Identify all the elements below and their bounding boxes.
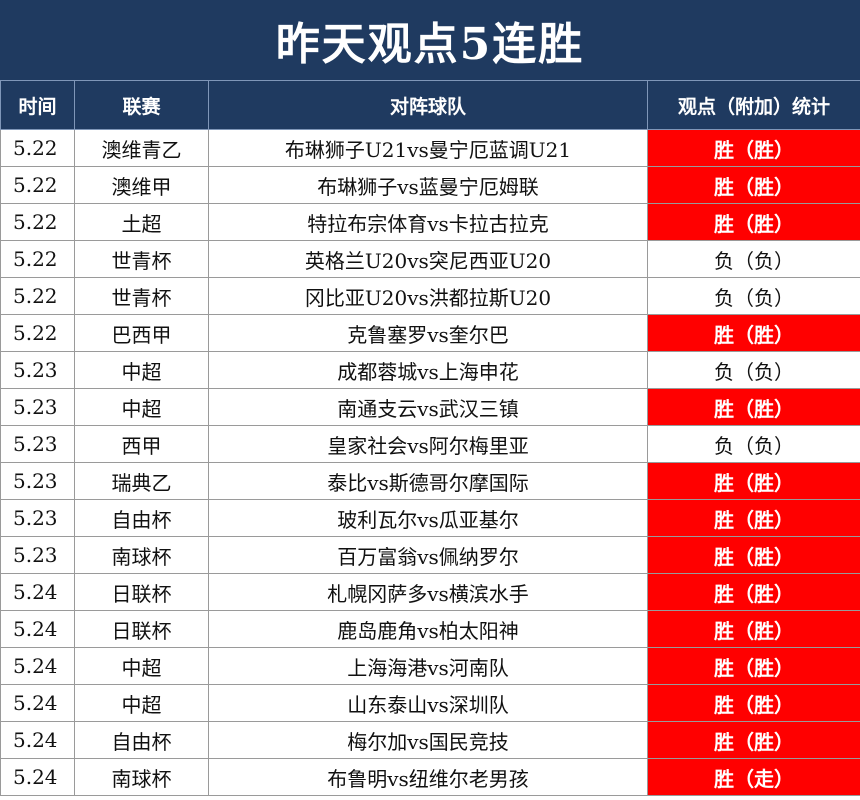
row-match: 山东泰山vs深圳队 <box>208 684 648 722</box>
row-league: 中超 <box>74 351 209 389</box>
row-result: 负（负） <box>647 425 860 463</box>
table-row: 5.22 澳维甲 布琳狮子vs蓝曼宁厄姆联 胜（胜） <box>0 166 860 204</box>
row-league: 南球杯 <box>74 758 209 796</box>
row-date: 5.24 <box>0 610 75 648</box>
table-row: 5.23 南球杯 百万富翁vs佩纳罗尔 胜（胜） <box>0 536 860 574</box>
row-match: 特拉布宗体育vs卡拉古拉克 <box>208 203 648 241</box>
row-league: 世青杯 <box>74 240 209 278</box>
row-result: 胜（胜） <box>647 314 860 352</box>
row-result: 胜（胜） <box>647 129 860 167</box>
row-result: 胜（胜） <box>647 647 860 685</box>
row-result: 胜（胜） <box>647 610 860 648</box>
row-date: 5.22 <box>0 166 75 204</box>
row-result: 胜（胜） <box>647 536 860 574</box>
table-row: 5.24 南球杯 布鲁明vs纽维尔老男孩 胜（走） <box>0 758 860 796</box>
page-title: 昨天观点5连胜 <box>0 0 860 80</box>
row-date: 5.24 <box>0 573 75 611</box>
table-row: 5.23 中超 成都蓉城vs上海申花 负（负） <box>0 351 860 389</box>
row-result: 胜（胜） <box>647 499 860 537</box>
row-result: 胜（胜） <box>647 573 860 611</box>
row-league: 澳维甲 <box>74 166 209 204</box>
row-result: 负（负） <box>647 351 860 389</box>
row-date: 5.22 <box>0 203 75 241</box>
row-result: 胜（胜） <box>647 462 860 500</box>
header-time: 时间 <box>0 80 75 130</box>
row-league: 土超 <box>74 203 209 241</box>
header-league: 联赛 <box>74 80 209 130</box>
row-date: 5.23 <box>0 462 75 500</box>
row-result: 胜（胜） <box>647 388 860 426</box>
row-league: 日联杯 <box>74 610 209 648</box>
row-date: 5.23 <box>0 536 75 574</box>
row-match: 百万富翁vs佩纳罗尔 <box>208 536 648 574</box>
row-date: 5.23 <box>0 351 75 389</box>
header-row: 时间 联赛 对阵球队 观点（附加）统计 <box>0 80 860 130</box>
table-row: 5.24 日联杯 鹿岛鹿角vs柏太阳神 胜（胜） <box>0 610 860 648</box>
row-league: 自由杯 <box>74 721 209 759</box>
row-date: 5.24 <box>0 721 75 759</box>
row-date: 5.23 <box>0 388 75 426</box>
row-match: 鹿岛鹿角vs柏太阳神 <box>208 610 648 648</box>
table-row: 5.22 土超 特拉布宗体育vs卡拉古拉克 胜（胜） <box>0 203 860 241</box>
row-date: 5.22 <box>0 277 75 315</box>
row-match: 布琳狮子U21vs曼宁厄蓝调U21 <box>208 129 648 167</box>
row-result: 胜（胜） <box>647 166 860 204</box>
table-row: 5.24 中超 山东泰山vs深圳队 胜（胜） <box>0 684 860 722</box>
table-row: 5.23 自由杯 玻利瓦尔vs瓜亚基尔 胜（胜） <box>0 499 860 537</box>
row-match: 上海海港vs河南队 <box>208 647 648 685</box>
row-match: 泰比vs斯德哥尔摩国际 <box>208 462 648 500</box>
row-result: 胜（胜） <box>647 684 860 722</box>
row-date: 5.23 <box>0 425 75 463</box>
row-match: 布琳狮子vs蓝曼宁厄姆联 <box>208 166 648 204</box>
table-row: 5.23 瑞典乙 泰比vs斯德哥尔摩国际 胜（胜） <box>0 462 860 500</box>
row-match: 玻利瓦尔vs瓜亚基尔 <box>208 499 648 537</box>
row-league: 自由杯 <box>74 499 209 537</box>
row-result: 负（负） <box>647 277 860 315</box>
table-row: 5.23 西甲 皇家社会vs阿尔梅里亚 负（负） <box>0 425 860 463</box>
row-league: 中超 <box>74 684 209 722</box>
results-table: 时间 联赛 对阵球队 观点（附加）统计 5.22 澳维青乙 布琳狮子U21vs曼宁厄… <box>0 80 860 796</box>
table-row: 5.22 澳维青乙 布琳狮子U21vs曼宁厄蓝调U21 胜（胜） <box>0 129 860 167</box>
row-league: 世青杯 <box>74 277 209 315</box>
row-league: 巴西甲 <box>74 314 209 352</box>
header-match: 对阵球队 <box>208 80 648 130</box>
row-date: 5.23 <box>0 499 75 537</box>
row-date: 5.22 <box>0 240 75 278</box>
table-body: 5.22 澳维青乙 布琳狮子U21vs曼宁厄蓝调U21 胜（胜） 5.22 澳维甲 布琳狮子… <box>0 129 860 796</box>
row-match: 皇家社会vs阿尔梅里亚 <box>208 425 648 463</box>
row-result: 胜（走） <box>647 758 860 796</box>
row-result: 胜（胜） <box>647 721 860 759</box>
row-result: 负（负） <box>647 240 860 278</box>
row-match: 布鲁明vs纽维尔老男孩 <box>208 758 648 796</box>
row-date: 5.24 <box>0 684 75 722</box>
row-result: 胜（胜） <box>647 203 860 241</box>
row-date: 5.24 <box>0 647 75 685</box>
row-league: 西甲 <box>74 425 209 463</box>
table-row: 5.22 世青杯 英格兰U20vs突尼西亚U20 负（负） <box>0 240 860 278</box>
row-league: 中超 <box>74 388 209 426</box>
table-row: 5.24 日联杯 札幌冈萨多vs横滨水手 胜（胜） <box>0 573 860 611</box>
row-date: 5.24 <box>0 758 75 796</box>
table-row: 5.22 巴西甲 克鲁塞罗vs奎尔巴 胜（胜） <box>0 314 860 352</box>
row-match: 札幌冈萨多vs横滨水手 <box>208 573 648 611</box>
row-match: 英格兰U20vs突尼西亚U20 <box>208 240 648 278</box>
row-league: 中超 <box>74 647 209 685</box>
row-league: 日联杯 <box>74 573 209 611</box>
row-match: 成都蓉城vs上海申花 <box>208 351 648 389</box>
row-league: 瑞典乙 <box>74 462 209 500</box>
row-match: 克鲁塞罗vs奎尔巴 <box>208 314 648 352</box>
row-match: 冈比亚U20vs洪都拉斯U20 <box>208 277 648 315</box>
row-league: 澳维青乙 <box>74 129 209 167</box>
table-row: 5.23 中超 南通支云vs武汉三镇 胜（胜） <box>0 388 860 426</box>
row-match: 梅尔加vs国民竞技 <box>208 721 648 759</box>
table-row: 5.24 中超 上海海港vs河南队 胜（胜） <box>0 647 860 685</box>
row-date: 5.22 <box>0 129 75 167</box>
table-row: 5.24 自由杯 梅尔加vs国民竞技 胜（胜） <box>0 721 860 759</box>
row-league: 南球杯 <box>74 536 209 574</box>
row-match: 南通支云vs武汉三镇 <box>208 388 648 426</box>
row-date: 5.22 <box>0 314 75 352</box>
table-row: 5.22 世青杯 冈比亚U20vs洪都拉斯U20 负（负） <box>0 277 860 315</box>
header-stats: 观点（附加）统计 <box>647 80 860 130</box>
